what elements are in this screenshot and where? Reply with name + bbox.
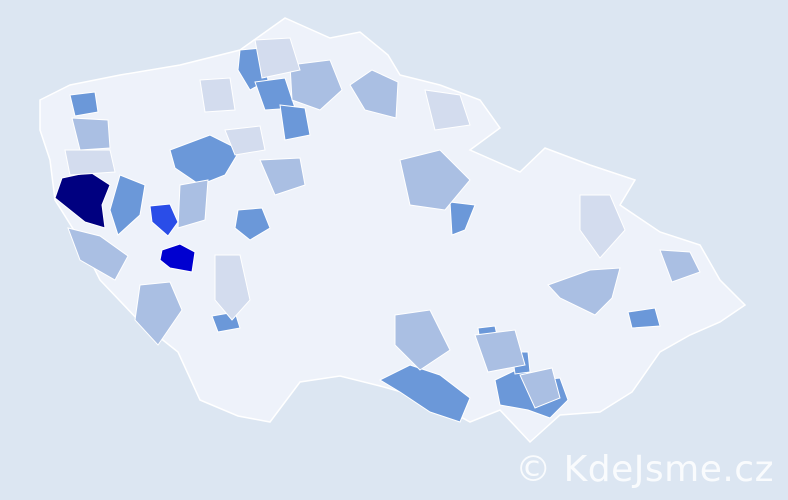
region-22[interactable] bbox=[177, 179, 209, 229]
region-1[interactable] bbox=[159, 243, 196, 273]
region-2[interactable] bbox=[149, 203, 179, 237]
region-30[interactable] bbox=[659, 249, 701, 283]
region-24[interactable] bbox=[399, 149, 471, 211]
region-26[interactable] bbox=[474, 329, 526, 373]
region-35[interactable] bbox=[579, 194, 626, 259]
region-36[interactable] bbox=[224, 125, 266, 156]
region-23[interactable] bbox=[259, 157, 306, 196]
region-21[interactable] bbox=[134, 281, 183, 346]
region-29[interactable] bbox=[349, 69, 399, 119]
region-27[interactable] bbox=[519, 367, 561, 409]
region-9[interactable] bbox=[234, 207, 271, 241]
region-33[interactable] bbox=[214, 254, 251, 321]
region-11[interactable] bbox=[378, 364, 471, 423]
region-4[interactable] bbox=[69, 91, 99, 117]
country-outline bbox=[39, 17, 747, 444]
region-5[interactable] bbox=[169, 134, 241, 186]
watermark: © KdeJsme.cz bbox=[515, 449, 774, 490]
region-0[interactable] bbox=[54, 171, 111, 229]
region-32[interactable] bbox=[254, 37, 301, 79]
region-34[interactable] bbox=[424, 89, 471, 131]
region-19[interactable] bbox=[71, 117, 111, 151]
region-18[interactable] bbox=[289, 59, 343, 111]
region-13[interactable] bbox=[627, 307, 661, 329]
region-8[interactable] bbox=[279, 104, 311, 141]
region-28[interactable] bbox=[547, 267, 621, 316]
region-31[interactable] bbox=[199, 77, 236, 113]
region-10[interactable] bbox=[449, 201, 476, 236]
region-20[interactable] bbox=[67, 227, 129, 281]
region-17[interactable] bbox=[109, 174, 146, 236]
region-37[interactable] bbox=[64, 149, 116, 176]
region-25[interactable] bbox=[394, 309, 451, 371]
regions-layer bbox=[54, 37, 701, 423]
